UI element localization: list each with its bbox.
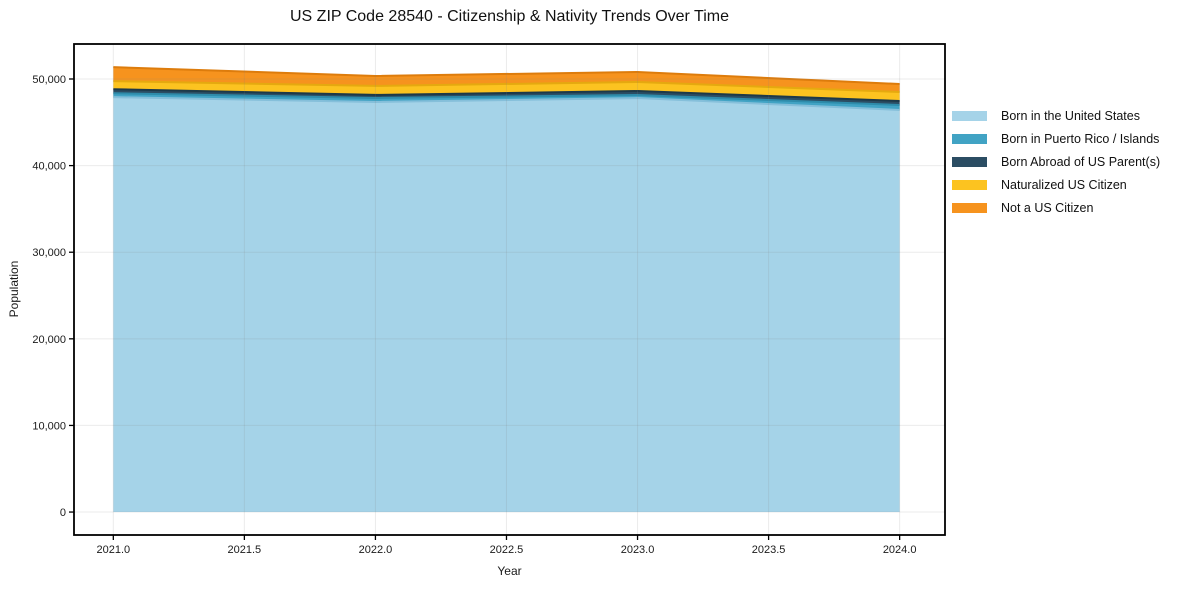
x-axis-label: Year [497,564,522,578]
y-tick-label: 30,000 [32,247,66,259]
legend-swatch [952,133,987,144]
area-layer [113,97,900,513]
legend-item: Naturalized US Citizen [952,173,1160,196]
x-tick-label: 2021.0 [96,544,130,556]
y-tick-label: 0 [60,507,66,519]
area-edge-line [113,88,900,102]
x-tick-label: 2023.5 [752,544,786,556]
x-tick-label: 2022.0 [359,544,393,556]
legend-label: Not a US Citizen [1001,200,1094,215]
y-tick-label: 50,000 [32,74,66,86]
legend-swatch [952,179,987,190]
legend-label: Naturalized US Citizen [1001,177,1127,192]
area-layer [113,67,900,92]
legend-item: Born in the United States [952,104,1160,127]
x-tick-label: 2024.0 [883,544,917,556]
legend-swatch [952,202,987,213]
area-layer [113,89,900,105]
x-tick-label: 2022.5 [490,544,524,556]
legend: Born in the United States Born in Puerto … [952,104,1160,219]
chart-title: US ZIP Code 28540 - Citizenship & Nativi… [290,8,729,25]
y-tick-label: 40,000 [32,161,66,173]
legend-swatch [952,110,987,121]
legend-item: Born Abroad of US Parent(s) [952,150,1160,173]
legend-label: Born in Puerto Rico / Islands [1001,131,1160,146]
area-edge-line [113,96,900,111]
legend-label: Born Abroad of US Parent(s) [1001,154,1161,169]
area-edge-line [113,80,900,93]
legend-item: Not a US Citizen [952,196,1160,219]
area-edge-line [113,92,900,106]
legend-label: Born in the United States [1001,108,1140,123]
legend-swatch [952,156,987,167]
y-axis-label: Population [7,260,21,318]
y-tick-label: 10,000 [32,420,66,432]
area-edge-line [113,66,900,86]
area-layer [113,81,900,101]
plot-frame [73,43,946,536]
y-tick-label: 20,000 [32,334,66,346]
legend-item: Born in Puerto Rico / Islands [952,127,1160,150]
x-tick-label: 2021.5 [228,544,262,556]
x-tick-label: 2023.0 [621,544,655,556]
